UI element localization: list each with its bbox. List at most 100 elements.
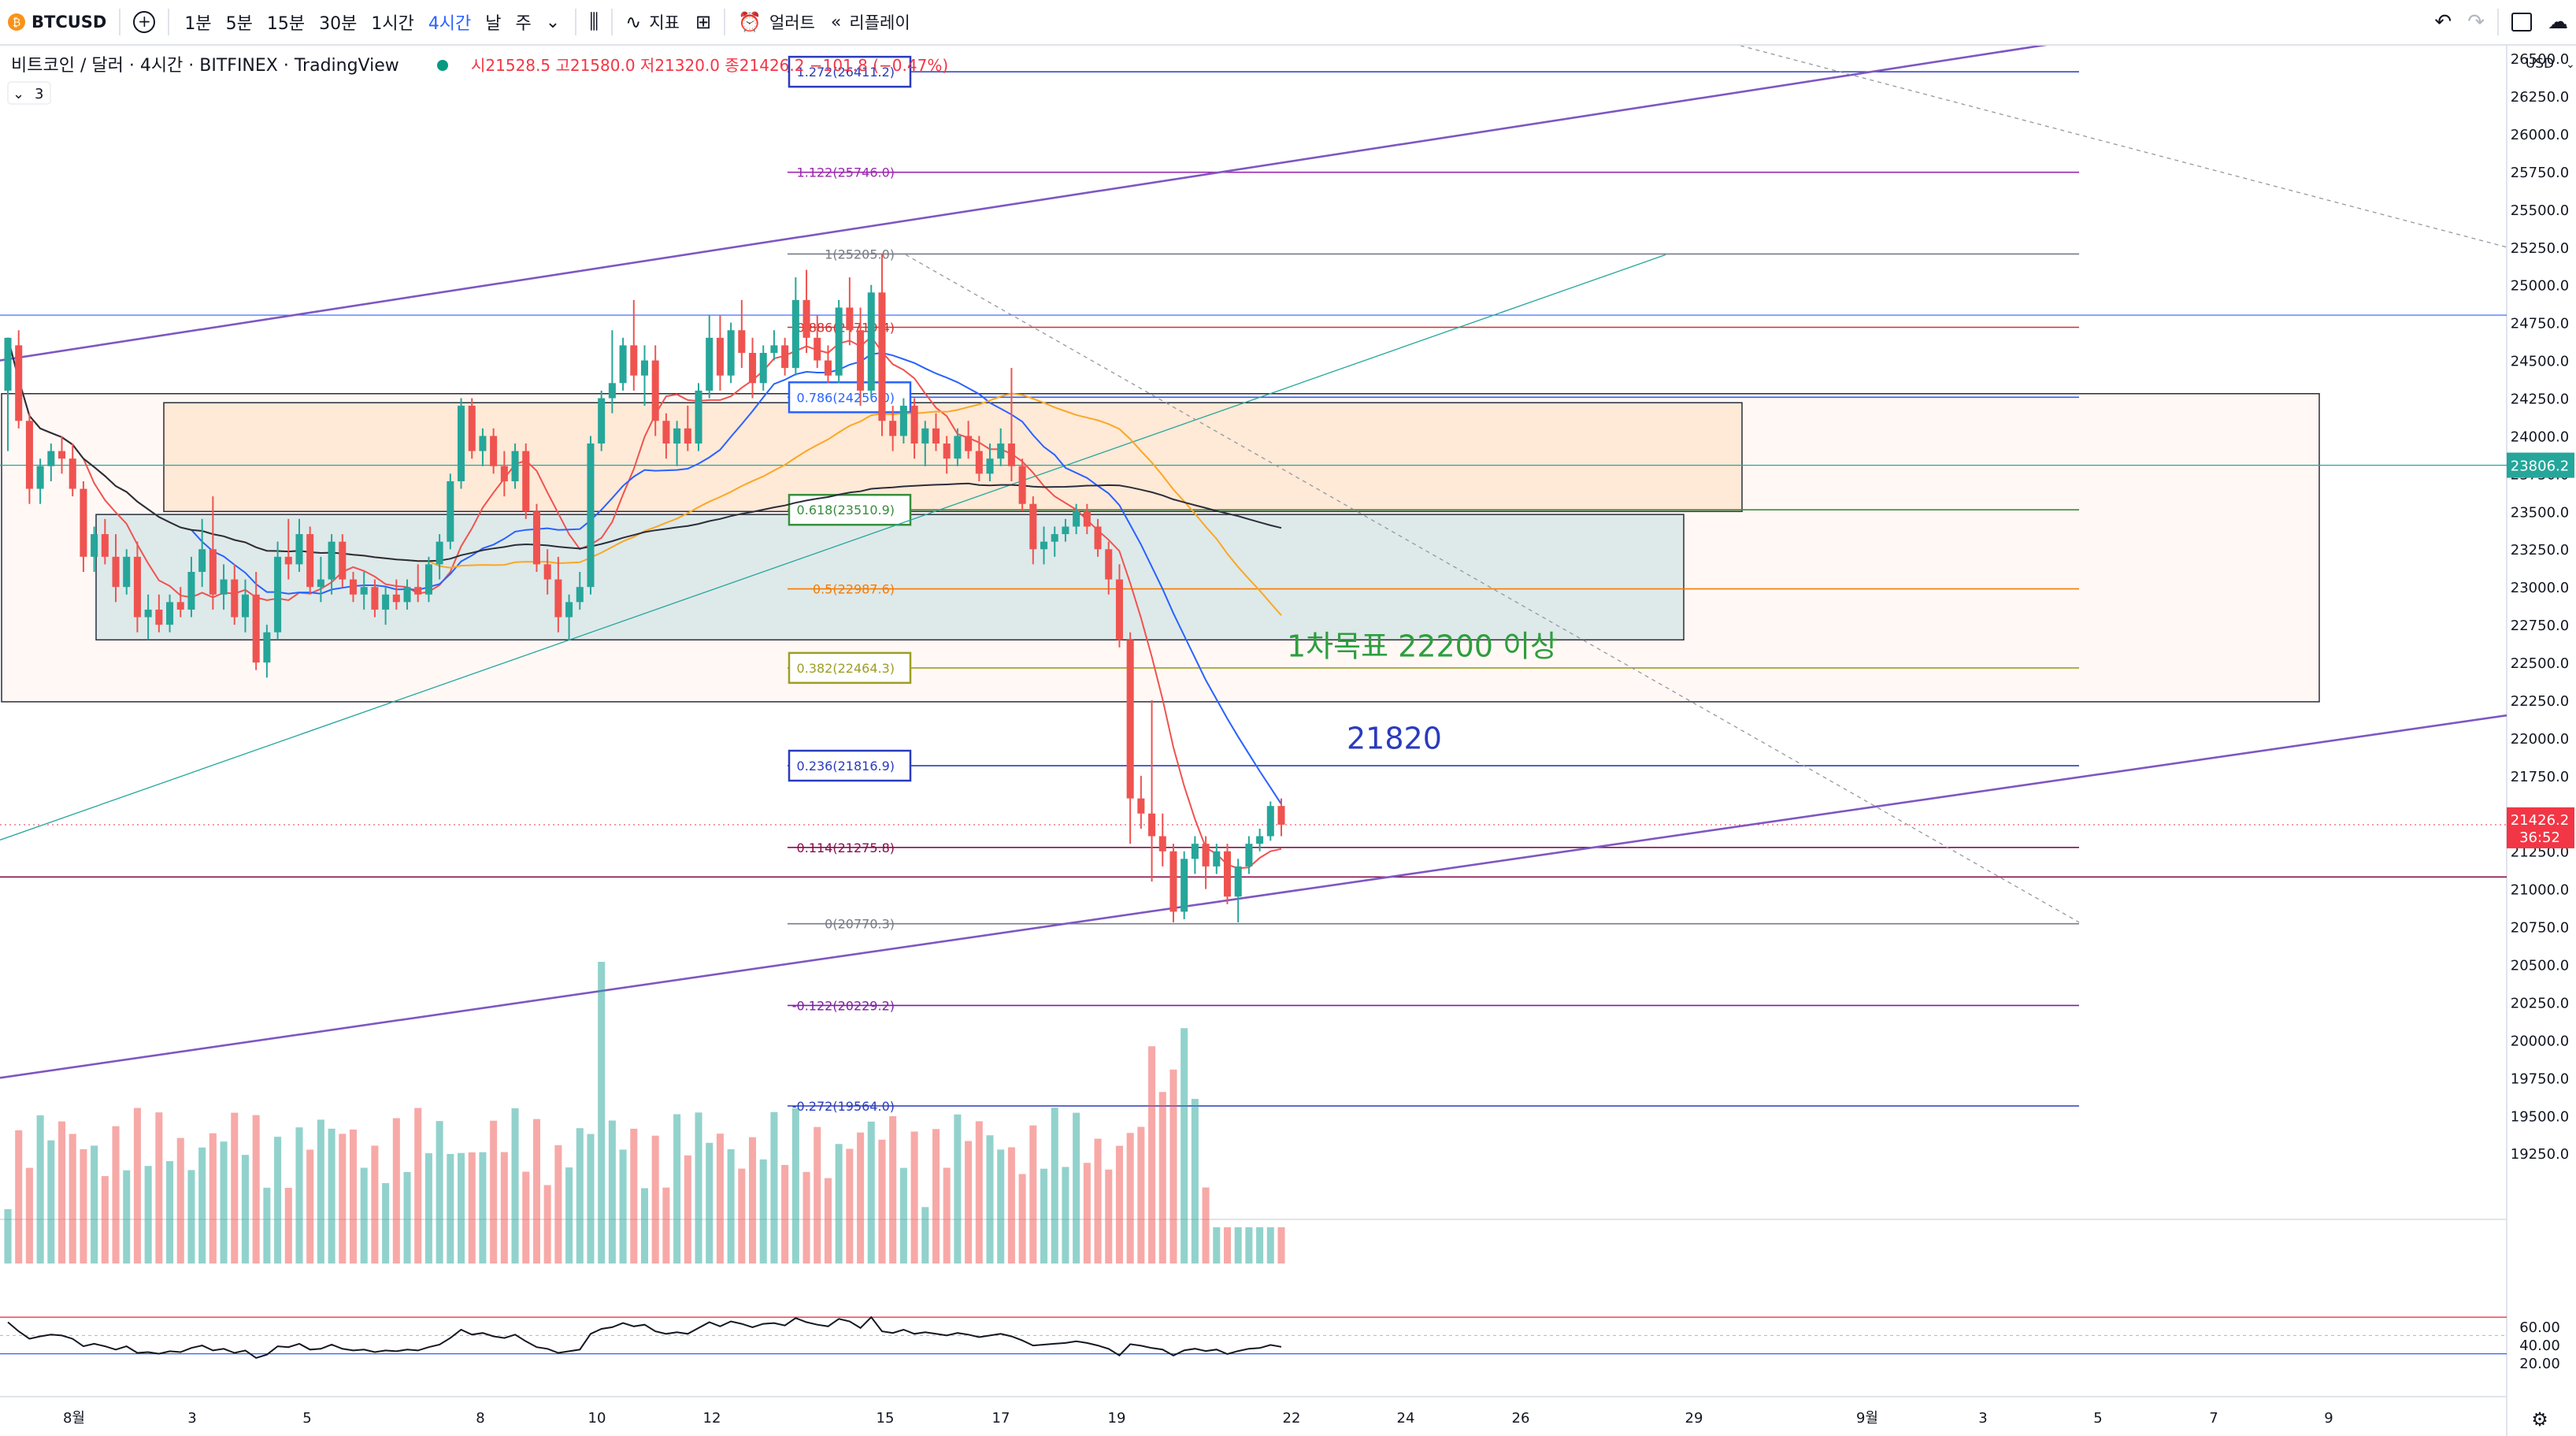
- compare-button[interactable]: +: [125, 0, 163, 44]
- candle-body: [608, 383, 616, 399]
- zones: [1, 393, 2320, 703]
- volume-bar: [1277, 1227, 1285, 1263]
- volume-bar: [954, 1114, 962, 1263]
- replay-button[interactable]: « 리플레이: [823, 0, 918, 44]
- layout-select-button[interactable]: [2504, 0, 2540, 44]
- redo-button[interactable]: ↷: [2459, 0, 2493, 44]
- volume-bar: [759, 1159, 767, 1263]
- volume-bar: [910, 1131, 918, 1263]
- candle-body: [1213, 851, 1221, 866]
- indicator-count: 3: [35, 86, 43, 102]
- interval-15m[interactable]: 15분: [266, 14, 306, 34]
- interval-5m[interactable]: 5분: [225, 14, 253, 34]
- candle-body: [414, 587, 422, 595]
- interval-4h[interactable]: 4시간: [428, 14, 472, 34]
- indicators-button[interactable]: ∿ 지표: [617, 0, 688, 44]
- interval-1d[interactable]: 날: [485, 14, 502, 34]
- volume-bar: [932, 1129, 940, 1263]
- gear-icon[interactable]: ⚙: [2531, 1408, 2548, 1430]
- volume-bar: [706, 1142, 713, 1263]
- interval-1h[interactable]: 1시간: [371, 14, 414, 34]
- price-tick-label: 25500.0: [2511, 202, 2569, 219]
- candle-body: [317, 579, 324, 588]
- candle-body: [144, 609, 152, 618]
- grid-icon: ⊞: [695, 11, 712, 33]
- candle-body: [986, 458, 994, 474]
- volume-bar: [975, 1121, 983, 1263]
- interval-30m[interactable]: 30분: [319, 14, 358, 34]
- interval-1w[interactable]: 주: [515, 14, 532, 34]
- symbol-search-button[interactable]: ₿ BTCUSD: [0, 0, 114, 44]
- volume-bar: [1245, 1227, 1253, 1263]
- time-tick-label: 5: [302, 1410, 311, 1427]
- time-tick-label: 19: [1108, 1410, 1126, 1427]
- layouts-button[interactable]: ⊞: [688, 0, 719, 44]
- volume-bar: [1007, 1147, 1015, 1263]
- candle-body: [619, 345, 627, 384]
- volume-bar: [640, 1188, 649, 1263]
- volume-bar: [554, 1145, 562, 1263]
- candle-body: [1158, 836, 1166, 852]
- toolbar-divider: [611, 9, 613, 35]
- volume-bar: [220, 1141, 228, 1263]
- candle-body: [899, 406, 907, 436]
- time-tick-label: 7: [2209, 1410, 2218, 1427]
- volume-bar: [770, 1111, 778, 1263]
- candle-body: [220, 579, 228, 595]
- price-chart[interactable]: 1.414(27041.0)1.272(26411.2)1.122(25746.…: [0, 46, 2576, 1436]
- candle-body: [209, 549, 217, 595]
- volume-bar: [1051, 1108, 1058, 1263]
- price-tick-label: 24500.0: [2511, 354, 2569, 370]
- volume-bar: [857, 1132, 865, 1263]
- volume-bar: [447, 1153, 454, 1263]
- interval-1m[interactable]: 1분: [184, 14, 212, 34]
- resistance-zone: [163, 402, 1743, 513]
- dashed-trend-line: [1740, 46, 2507, 248]
- volume-bar: [36, 1115, 44, 1263]
- alert-button[interactable]: ⏰ 얼러트: [730, 0, 823, 44]
- volume-bar: [997, 1149, 1005, 1263]
- volume-bar: [899, 1167, 907, 1263]
- legend: 비트코인 / 달러 · 4시간 · BITFINEX · TradingView…: [7, 56, 948, 105]
- market-status-icon: [437, 60, 448, 71]
- volume-bar: [1062, 1167, 1069, 1263]
- undo-button[interactable]: ↶: [2426, 0, 2459, 44]
- volume-bar: [1266, 1227, 1274, 1263]
- volume-bar: [284, 1187, 292, 1263]
- chart-type-button[interactable]: ⫼: [581, 0, 606, 44]
- candle-body: [662, 421, 670, 444]
- candle-body: [910, 406, 918, 444]
- fib-label-box: [788, 55, 912, 88]
- candles-icon: ⫼: [589, 9, 599, 34]
- chevron-down-icon: ⌄: [2566, 58, 2575, 71]
- volume-bar: [458, 1152, 465, 1263]
- volume-bar: [598, 962, 606, 1263]
- cloud-save-button[interactable]: ☁: [2540, 0, 2576, 44]
- candle-body: [328, 541, 335, 580]
- candle-body: [997, 443, 1005, 459]
- price-tick-label: 20000.0: [2511, 1033, 2569, 1049]
- fib-level-label: 0.618(23510.9): [797, 503, 895, 518]
- chevron-down-icon[interactable]: ⌄: [545, 12, 561, 32]
- diagonal-support-line: [0, 254, 1666, 840]
- candle-body: [133, 556, 141, 618]
- candle-body: [479, 436, 487, 451]
- indicators-toggle[interactable]: [7, 81, 51, 105]
- price-tick-label: 24000.0: [2511, 429, 2569, 445]
- time-tick-label: 26: [1512, 1410, 1530, 1427]
- ma-mid-line: [7, 337, 1282, 805]
- currency-label: USD: [2526, 56, 2554, 72]
- volume-bar: [112, 1126, 120, 1263]
- candle-body: [166, 602, 174, 625]
- volume-bar: [123, 1170, 131, 1263]
- volume-bar: [209, 1133, 217, 1263]
- price-tick-label: 25750.0: [2511, 165, 2569, 181]
- redo-icon: ↷: [2467, 10, 2485, 34]
- volume-bar: [133, 1108, 141, 1263]
- candle-body: [263, 632, 271, 663]
- price-tick-label: 24750.0: [2511, 316, 2569, 332]
- volume-bar: [371, 1145, 379, 1263]
- candle-body: [965, 436, 973, 451]
- candle-body: [835, 307, 843, 376]
